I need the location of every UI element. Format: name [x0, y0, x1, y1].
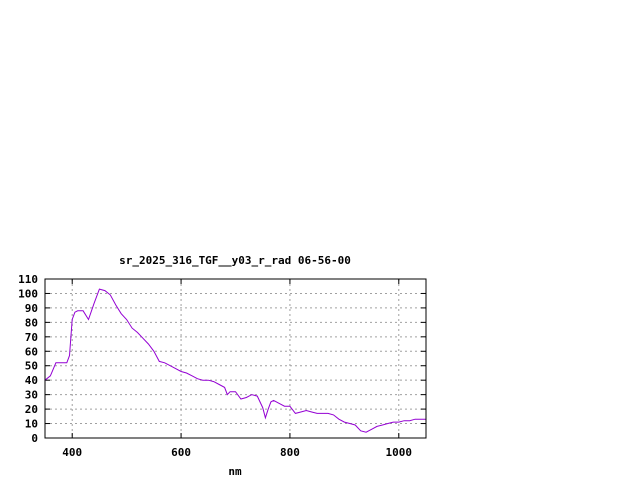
series-line — [44, 288, 426, 433]
x-tick-label: 400 — [62, 446, 82, 459]
y-tick-label: 110 — [18, 273, 38, 286]
plot-frame — [44, 278, 427, 439]
x-tick-label: 800 — [280, 446, 300, 459]
chart-title: sr_2025_316_TGF__y03_r_rad 06-56-00 — [119, 254, 351, 267]
y-tick-label: 40 — [25, 374, 38, 387]
series-layer — [44, 288, 426, 433]
x-tick-label: 600 — [171, 446, 191, 459]
y-tick-label: 70 — [25, 331, 38, 344]
y-tick-label: 10 — [25, 418, 38, 431]
y-tick-label: 50 — [25, 360, 38, 373]
x-axis-label: nm — [228, 465, 242, 478]
y-tick-label: 100 — [18, 287, 38, 300]
y-tick-label: 20 — [25, 403, 38, 416]
y-tick-label: 0 — [31, 432, 38, 445]
y-tick-label: 30 — [25, 389, 38, 402]
y-tick-label: 80 — [25, 316, 38, 329]
y-tick-label: 60 — [25, 345, 38, 358]
x-tick-label: 1000 — [386, 446, 413, 459]
y-tick-label: 90 — [25, 302, 38, 315]
grid-lines — [45, 279, 426, 438]
